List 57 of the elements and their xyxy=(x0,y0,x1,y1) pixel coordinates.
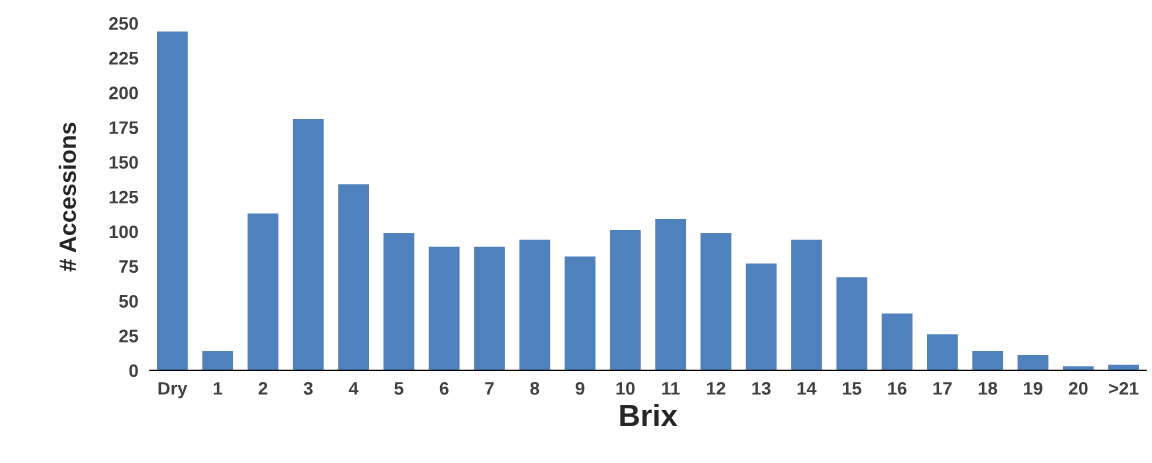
y-tick-label: 250 xyxy=(109,17,138,30)
y-tick-label: 50 xyxy=(119,294,138,308)
bar xyxy=(564,256,596,371)
x-tick-label: 8 xyxy=(530,381,540,395)
bar xyxy=(292,118,324,371)
y-tick-label: 0 xyxy=(129,364,138,378)
x-tick-label: 12 xyxy=(707,381,726,395)
bar xyxy=(655,219,687,371)
bar xyxy=(474,246,505,371)
x-tick-label: 14 xyxy=(797,382,817,395)
bar xyxy=(157,31,188,371)
x-tick-label: 9 xyxy=(575,381,585,395)
bar xyxy=(609,230,641,371)
x-tick-label: 3 xyxy=(303,381,313,395)
x-tick-label: 13 xyxy=(752,381,771,395)
y-tick-label: 175 xyxy=(109,121,139,135)
bar xyxy=(927,334,958,371)
x-tick-label: 17 xyxy=(933,382,952,395)
bar xyxy=(972,350,1004,371)
x-tick-label: 20 xyxy=(1068,381,1088,395)
y-tick-label: 200 xyxy=(109,86,138,100)
x-tick-label: 16 xyxy=(888,381,907,395)
bar xyxy=(338,184,369,371)
bar xyxy=(1108,364,1139,371)
x-tick-label: 4 xyxy=(348,382,359,395)
bar xyxy=(791,239,822,371)
x-tick-label: 11 xyxy=(662,382,680,395)
y-tick-label: 225 xyxy=(109,51,139,65)
y-tick-label: 100 xyxy=(109,225,138,239)
x-tick-label: 1 xyxy=(213,382,223,395)
x-tick-label: 18 xyxy=(978,381,998,395)
y-tick-label: 125 xyxy=(109,190,139,204)
y-tick-label: 25 xyxy=(119,329,139,343)
bar xyxy=(700,232,732,371)
y-axis-title: # Accessions xyxy=(58,122,77,272)
x-tick-label: 2 xyxy=(258,381,268,395)
bar xyxy=(1017,355,1049,371)
x-tick-label: 19 xyxy=(1024,381,1043,395)
x-tick-label: 6 xyxy=(439,381,449,395)
bar xyxy=(247,213,279,371)
bar xyxy=(836,277,868,371)
x-tick-label: >21 xyxy=(1109,381,1139,395)
y-tick-label: 75 xyxy=(119,260,139,273)
x-tick-label: 5 xyxy=(394,382,404,395)
x-tick-label: 15 xyxy=(842,382,862,395)
bar xyxy=(428,246,460,371)
y-tick-label: 150 xyxy=(109,155,138,169)
x-axis-title: Brix xyxy=(620,403,678,427)
bar xyxy=(881,313,913,371)
bar xyxy=(745,263,777,371)
bar xyxy=(519,239,551,371)
bar xyxy=(1062,366,1094,371)
x-tick-label: Dry xyxy=(158,382,188,399)
x-tick-label: 10 xyxy=(616,381,635,395)
bar xyxy=(202,350,234,371)
bar xyxy=(383,232,415,371)
x-tick-label: 7 xyxy=(485,382,494,395)
